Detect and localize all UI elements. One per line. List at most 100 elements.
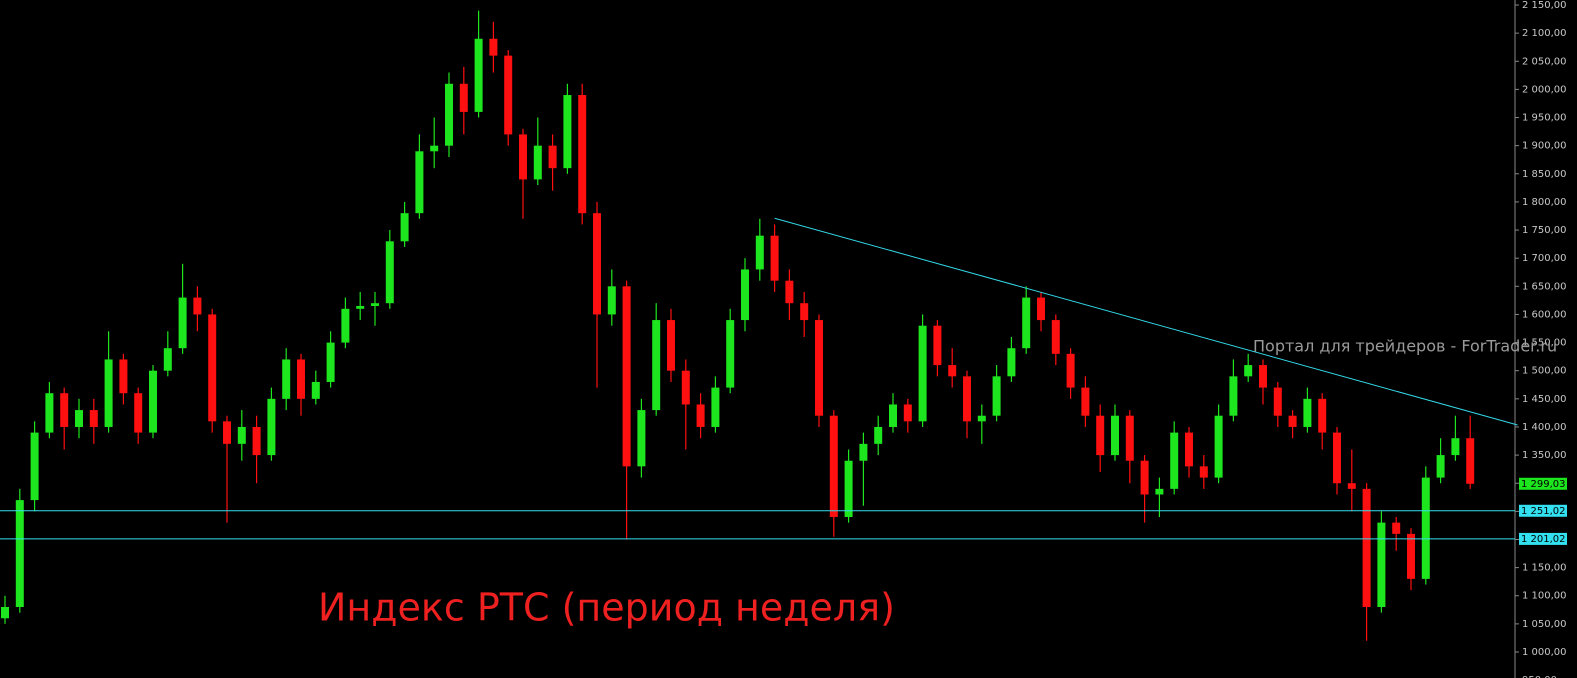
y-tick-label: 1 150,00 [1522, 563, 1567, 574]
y-tick-label: 1 000,00 [1522, 647, 1567, 658]
candle-body [548, 145, 557, 169]
y-tick-label: 1 350,00 [1522, 450, 1567, 461]
y-tick-label: 1 500,00 [1522, 366, 1567, 377]
candle-body [622, 286, 631, 467]
candle-body [1259, 365, 1267, 388]
y-tick-label: 1 750,00 [1522, 225, 1567, 236]
candle-body [385, 241, 394, 304]
candle-body [193, 297, 202, 315]
price-level-box [1519, 532, 1567, 545]
candle-body [652, 320, 661, 411]
candle-body [445, 83, 453, 146]
y-tick-label: 2 050,00 [1522, 56, 1567, 67]
candle-body [696, 404, 705, 427]
y-tick-label: 2 150,00 [1522, 0, 1567, 11]
candle-body [1081, 387, 1090, 416]
y-tick-label: 1 050,00 [1522, 619, 1567, 630]
candle-body [1214, 415, 1223, 478]
price-level-box [1519, 504, 1567, 517]
candle-body [903, 404, 912, 422]
y-tick-label: 2 000,00 [1522, 84, 1567, 95]
last-price-label: 1 299,03 [1521, 479, 1566, 490]
candle-body [75, 410, 83, 427]
candle-body [504, 55, 513, 135]
candle-body [726, 320, 735, 388]
candle-body [1199, 466, 1208, 478]
candle-body [815, 320, 823, 416]
watermark: Портал для трейдеров - ForTrader.ru [1253, 337, 1557, 356]
y-tick-label: 1 700,00 [1522, 253, 1567, 264]
candle-body [149, 370, 157, 433]
candle-body [282, 359, 291, 399]
candle-body [178, 297, 187, 349]
candle-body [1022, 297, 1031, 349]
candle-body [430, 145, 439, 152]
candle-body [667, 320, 675, 371]
candle-body [45, 393, 54, 433]
candle-body [1155, 488, 1164, 495]
candle-body [948, 365, 957, 377]
candle-body [1051, 320, 1060, 354]
candle-body [223, 421, 231, 444]
candle-body [963, 376, 971, 422]
y-tick-label: 1 450,00 [1522, 394, 1567, 405]
candle-body [489, 38, 498, 56]
candle-body [104, 359, 113, 427]
candle-body [607, 286, 616, 315]
candle-body [1347, 483, 1356, 489]
candle-body [311, 381, 320, 399]
candle-body [400, 213, 409, 242]
candle-body [89, 410, 98, 427]
candle-body [1066, 353, 1075, 388]
candle-body [977, 415, 986, 422]
candle-body [755, 235, 764, 270]
candle-body [1407, 533, 1415, 579]
y-tick-label: 1 950,00 [1522, 113, 1567, 124]
candle-body [1037, 297, 1045, 321]
candle-body [1125, 415, 1134, 461]
candle-body [1170, 432, 1179, 489]
candle-body [267, 398, 276, 456]
candle-body [637, 410, 646, 467]
candle-body [1140, 460, 1149, 495]
candle-body [252, 426, 261, 456]
candle-body [237, 426, 246, 444]
candle-body [785, 280, 794, 304]
candle-body [1377, 522, 1386, 607]
candle-body [1362, 488, 1371, 607]
candle-body [15, 500, 24, 607]
trendline [774, 217, 1518, 426]
candle-body [341, 308, 350, 343]
candle-body [356, 306, 365, 309]
candle-body [1421, 477, 1430, 579]
candle-body [134, 393, 143, 433]
last-price-box [1519, 477, 1567, 490]
candle-body [859, 443, 868, 461]
y-tick-label: 1 600,00 [1522, 309, 1567, 320]
candle-body [593, 213, 601, 315]
candle-body [829, 415, 838, 517]
candle-body [1333, 432, 1341, 484]
candle-body [1318, 398, 1327, 433]
price-level-label: 1 251,02 [1521, 506, 1566, 517]
candle-body [297, 359, 305, 399]
y-tick-label: 1 800,00 [1522, 197, 1567, 208]
candle-body [163, 348, 172, 371]
candle-body [1436, 455, 1445, 478]
candle-body [60, 393, 69, 427]
candle-body [326, 342, 335, 382]
candle-body [474, 38, 483, 112]
y-tick-label: 1 900,00 [1522, 141, 1567, 152]
candle-body [1185, 432, 1193, 467]
candle-body [844, 460, 853, 517]
candle-body [992, 376, 1001, 416]
candle-body [933, 325, 942, 366]
candle-body [119, 359, 128, 394]
candle-body [533, 145, 542, 180]
chart-title: Индекс РТС (период неделя) [318, 586, 895, 630]
candle-body [371, 303, 379, 307]
candle-body [1229, 376, 1238, 416]
candle-body [1096, 415, 1105, 456]
candle-body [519, 134, 527, 180]
candle-body [1244, 365, 1253, 377]
